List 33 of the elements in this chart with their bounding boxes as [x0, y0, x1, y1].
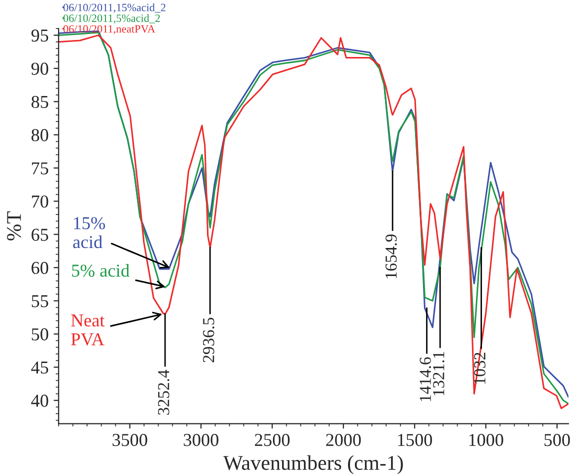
- y-tick-label: 50: [32, 328, 48, 340]
- x-tick-label: 1000: [469, 434, 504, 446]
- x-tick-label: 2500: [254, 434, 290, 446]
- annotation: 1654.9: [386, 234, 397, 278]
- legend-label: 06/10/2011,5%acid_2: [63, 14, 160, 24]
- x-tick-label: 3000: [184, 434, 218, 446]
- annotation: Neat PVA: [71, 314, 105, 346]
- annotation: 2936.5: [203, 318, 214, 362]
- annotation: 5% acid: [72, 264, 130, 277]
- y-tick-label: 85: [32, 96, 48, 108]
- x-tick-label: 1500: [398, 434, 432, 446]
- y-tick-label: 45: [31, 362, 48, 374]
- y-tick-label: 80: [32, 129, 48, 142]
- x-tick-label: 500: [544, 434, 570, 446]
- annotation: 3252.4: [158, 370, 170, 415]
- annotation: 1414.6: [420, 357, 432, 402]
- x-tick-label: 2000: [326, 434, 361, 446]
- y-tick-label: 95: [31, 30, 48, 42]
- y-tick-label: 75: [32, 162, 48, 174]
- legend-label: 06/10/2011,15%acid_2: [63, 3, 166, 13]
- y-tick-label: 60: [32, 262, 48, 274]
- annotation: 15% acid: [73, 217, 106, 248]
- annotation: 1321.1: [433, 352, 444, 396]
- y-tick-label: 65: [32, 228, 48, 241]
- y-tick-label: 70: [32, 195, 48, 208]
- annotation: 1032: [474, 352, 486, 384]
- x-axis-title: Wavenumbers (cm-1): [223, 455, 403, 474]
- y-tick-label: 90: [31, 62, 48, 75]
- legend-label: 06/10/2011,neatPVA: [63, 25, 156, 34]
- y-axis-title: %T: [6, 211, 22, 240]
- y-tick-label: 40: [31, 394, 48, 407]
- x-tick-label: 3500: [112, 434, 148, 446]
- y-tick-label: 55: [32, 295, 48, 308]
